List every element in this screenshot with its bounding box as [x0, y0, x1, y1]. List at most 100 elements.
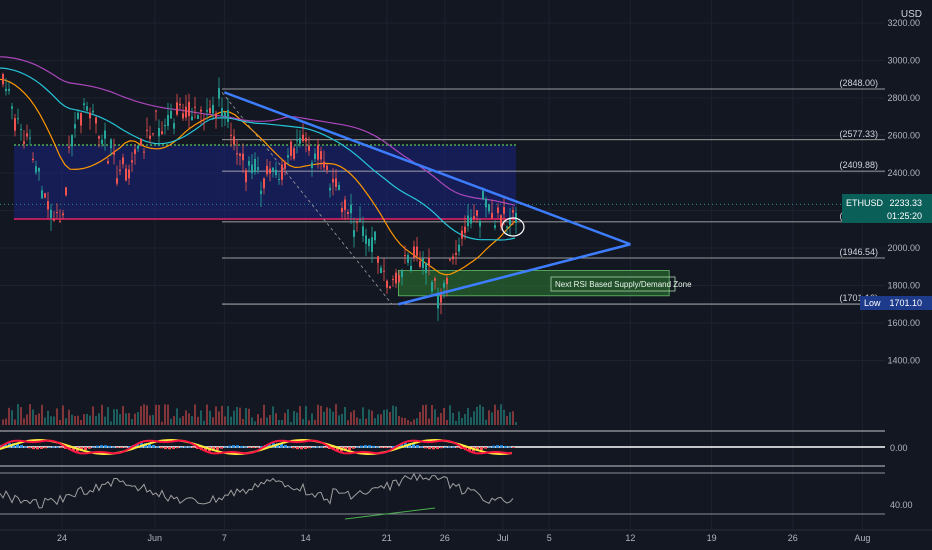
candle — [71, 134, 73, 147]
y-tick-label: 1400.00 — [887, 356, 920, 366]
volume-bar — [356, 417, 358, 425]
candle — [2, 74, 4, 85]
volume-bar — [311, 413, 313, 425]
candle — [14, 118, 16, 131]
volume-bar — [359, 418, 361, 425]
volume-bar — [236, 407, 238, 425]
macd-histogram-bar — [476, 447, 479, 452]
macd-histogram-bar — [36, 447, 39, 450]
candle — [113, 151, 115, 155]
volume-bar — [239, 407, 241, 425]
candle — [194, 106, 196, 108]
candle — [287, 155, 289, 158]
candle — [170, 110, 172, 119]
macd-histogram-bar — [196, 447, 199, 449]
candle — [506, 226, 508, 228]
candle — [488, 204, 490, 212]
candle — [314, 153, 316, 160]
volume-bar — [257, 414, 259, 425]
macd-histogram-bar — [228, 445, 231, 448]
candle — [443, 282, 445, 288]
volume-bar — [80, 420, 82, 425]
volume-bar — [374, 418, 376, 425]
candle — [452, 256, 454, 260]
macd-histogram-bar — [248, 447, 251, 448]
candle — [32, 158, 34, 161]
candle — [188, 101, 190, 116]
fib-label: (1701.10) — [839, 293, 878, 303]
triangle-upper-line — [223, 91, 631, 246]
macd-histogram-bar — [412, 443, 415, 448]
volume-bar — [128, 413, 130, 425]
volume-bar — [191, 416, 193, 425]
rsi-tag: 40.00 — [890, 500, 913, 510]
candle — [110, 139, 112, 149]
macd-histogram-bar — [152, 445, 155, 448]
candle — [209, 107, 211, 114]
volume-bar — [14, 419, 16, 425]
candle — [461, 230, 463, 239]
volume-bar — [215, 406, 217, 425]
volume-bar — [341, 413, 343, 425]
volume-bar — [56, 408, 58, 425]
volume-bar — [122, 406, 124, 425]
candle — [458, 244, 460, 252]
volume-bar — [515, 421, 517, 425]
candle — [98, 136, 100, 139]
volume-bar — [200, 410, 202, 425]
candle — [374, 231, 376, 241]
candle — [410, 265, 412, 271]
candle — [392, 279, 394, 281]
macd-histogram-bar — [372, 445, 375, 448]
volume-bar — [110, 421, 112, 425]
macd-histogram-bar — [296, 447, 299, 450]
candle — [281, 164, 283, 180]
volume-bar — [464, 414, 466, 425]
volume-bar — [389, 412, 391, 425]
candle — [161, 131, 163, 135]
macd-histogram-bar — [308, 447, 311, 449]
macd-histogram-bar — [280, 443, 283, 448]
volume-bar — [92, 406, 94, 425]
macd-histogram-bar — [432, 447, 435, 450]
volume-bar — [362, 407, 364, 425]
macd-histogram-bar — [244, 446, 247, 448]
candle — [167, 115, 169, 126]
volume-pane — [2, 404, 517, 425]
volume-bar — [365, 418, 367, 425]
volume-bar — [290, 421, 292, 425]
candle — [323, 161, 325, 168]
candle — [23, 141, 25, 144]
time-axis[interactable]: 24 Jun 7 14 21 26 Jul 5 12 19 26 Aug — [57, 533, 870, 543]
candle — [50, 209, 52, 218]
volume-bar — [491, 412, 493, 425]
volume-bar — [23, 418, 25, 425]
volume-bar — [218, 411, 220, 425]
candle — [206, 110, 208, 112]
volume-bar — [509, 412, 511, 425]
macd-histogram-bar — [392, 446, 395, 448]
bar-countdown: 01:25:20 — [887, 211, 922, 221]
volume-bar — [248, 408, 250, 425]
volume-bar — [176, 408, 178, 425]
volume-bar — [470, 417, 472, 425]
candle — [500, 215, 502, 228]
candle — [134, 149, 136, 155]
volume-bar — [287, 409, 289, 425]
candle — [446, 277, 448, 285]
macd-histogram-bar — [56, 446, 59, 448]
volume-bar — [185, 410, 187, 425]
candle — [401, 270, 403, 278]
macd-histogram-bar — [24, 446, 27, 448]
symbol-name: ETHUSD — [846, 198, 884, 208]
x-tick-label: Jun — [148, 533, 163, 543]
candle — [119, 169, 121, 172]
candle — [260, 190, 262, 195]
volume-bar — [512, 411, 514, 425]
x-tick-label: 5 — [547, 533, 552, 543]
macd-histogram-bar — [384, 447, 387, 448]
candle — [350, 204, 352, 214]
candle — [11, 106, 13, 109]
volume-bar — [410, 421, 412, 425]
